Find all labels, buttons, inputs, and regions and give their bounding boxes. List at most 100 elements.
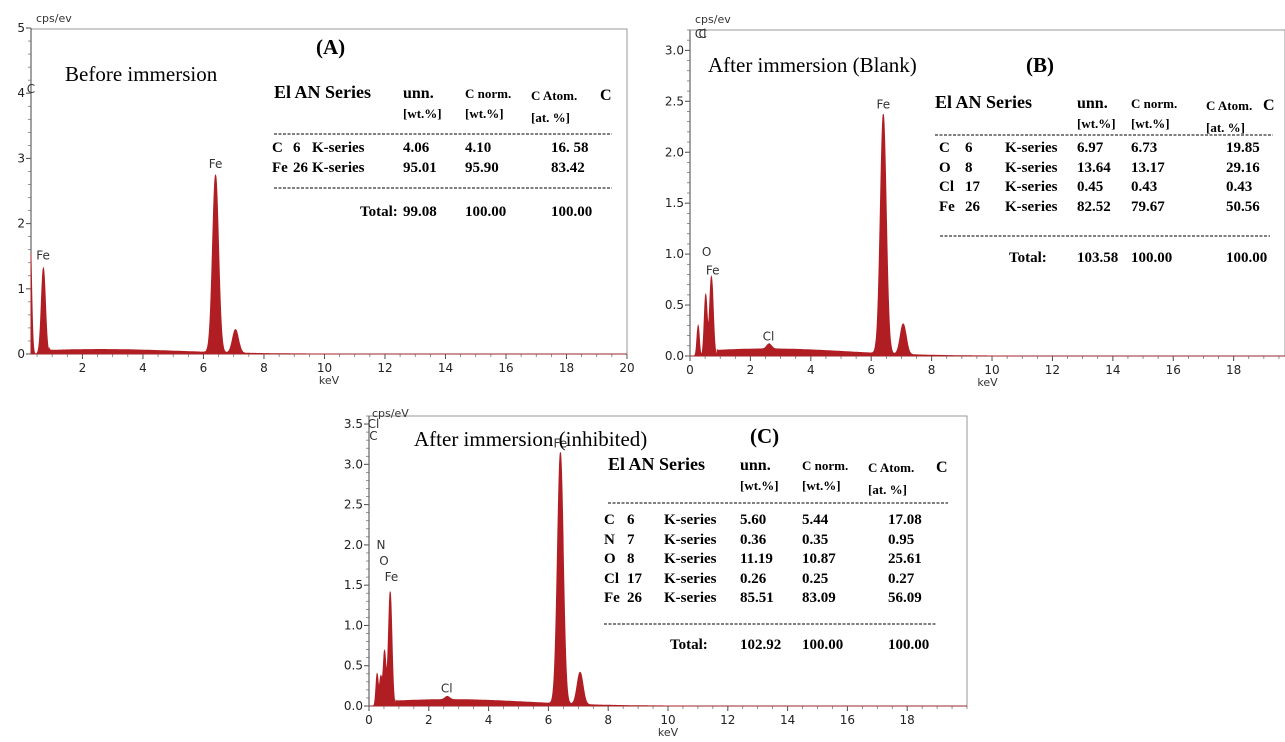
- cell-atom: 17.08: [888, 512, 922, 528]
- peak-label: Cl: [763, 330, 775, 344]
- total-norm: 100.00: [802, 637, 843, 653]
- cell-atomic-number: 26: [293, 160, 309, 176]
- panel-label: (B): [1026, 53, 1054, 77]
- x-tick-label: 12: [377, 361, 392, 375]
- x-tick-label: 12: [720, 713, 735, 727]
- peak-label: C: [369, 429, 377, 443]
- cell-norm: 6.73: [1131, 140, 1157, 156]
- cell-element: C: [272, 140, 283, 156]
- x-tick-label: 20: [619, 361, 634, 375]
- total-atom: 100.00: [551, 204, 592, 220]
- cell-atom: 0.27: [888, 571, 915, 587]
- cell-unn: 13.64: [1077, 160, 1111, 176]
- cell-atom: 0.43: [1226, 179, 1252, 195]
- table-row: C 6 K-series 5.60 5.44 17.08: [604, 512, 922, 528]
- cell-unn: 0.45: [1077, 179, 1103, 195]
- y-tick-label: 2.5: [665, 94, 684, 108]
- total-atom: 100.00: [888, 637, 929, 653]
- y-tick-label: 3.0: [344, 457, 363, 471]
- peak-label: Cl: [368, 417, 380, 431]
- cell-series: K-series: [1005, 140, 1058, 156]
- header-c-atom: C Atom.: [1206, 98, 1252, 113]
- cell-element: Fe: [272, 160, 288, 176]
- table-row: C 6 K-series 6.97 6.73 19.85: [939, 140, 1260, 156]
- cell-norm: 95.90: [465, 160, 499, 176]
- cell-element: C: [604, 512, 615, 528]
- cell-unn: 95.01: [403, 160, 437, 176]
- total-label: Total:: [360, 204, 398, 220]
- y-axis-unit: cps/ev: [695, 13, 731, 26]
- cell-atomic-number: 8: [627, 551, 635, 567]
- total-unn: 103.58: [1077, 250, 1118, 266]
- header-c-trailing: C: [936, 459, 948, 476]
- peak-label: Fe: [209, 157, 223, 171]
- header-el-an-series: El AN Series: [608, 454, 705, 474]
- cell-atomic-number: 17: [965, 179, 981, 195]
- total-label: Total:: [1009, 250, 1047, 266]
- y-tick-label: 1.0: [665, 247, 684, 261]
- cell-series: K-series: [664, 512, 717, 528]
- y-tick-label: 1.5: [665, 196, 684, 210]
- x-tick-label: 2: [425, 713, 433, 727]
- cell-norm: 4.10: [465, 140, 491, 156]
- results-table: El AN Series unn. C norm. C Atom. C [wt.%] [wt…: [272, 82, 612, 220]
- total-label: Total:: [670, 637, 708, 653]
- x-tick-label: 8: [260, 361, 268, 375]
- y-tick-label: 0.5: [665, 298, 684, 312]
- y-tick-label: 5: [17, 21, 25, 35]
- cell-unn: 5.60: [740, 512, 766, 528]
- x-tick-label: 16: [1166, 363, 1181, 377]
- x-axis-label: keV: [658, 726, 679, 739]
- table-row: O 8 K-series 11.19 10.87 25.61: [604, 551, 922, 567]
- x-tick-label: 12: [1045, 363, 1060, 377]
- x-tick-label: 14: [780, 713, 795, 727]
- cell-atom: 83.42: [551, 160, 585, 176]
- cell-norm: 5.44: [802, 512, 829, 528]
- y-tick-label: 3: [17, 151, 25, 165]
- cell-element: Fe: [939, 199, 955, 215]
- spectrum-series: [690, 114, 1285, 357]
- table-row: Fe 26 K-series 82.52 79.67 50.56: [939, 199, 1260, 215]
- y-tick-label: 0: [17, 347, 25, 361]
- cell-unn: 0.26: [740, 571, 767, 587]
- cell-series: K-series: [664, 571, 717, 587]
- x-tick-label: 10: [317, 361, 332, 375]
- y-axis-unit: cps/eV: [372, 407, 409, 420]
- header-unn: unn.: [403, 85, 434, 102]
- results-table: El AN Series unn. C norm. C Atom. C [wt.%] [wt…: [604, 454, 948, 653]
- cell-series: K-series: [664, 532, 717, 548]
- peak-label: Fe: [36, 248, 50, 262]
- spectrum-series: [369, 452, 967, 707]
- panel-label: (A): [316, 35, 345, 59]
- x-tick-label: 2: [79, 361, 87, 375]
- y-tick-label: 3.5: [344, 417, 363, 431]
- header-unn-unit: [wt.%]: [740, 478, 779, 493]
- x-tick-label: 10: [660, 713, 675, 727]
- table-row: N 7 K-series 0.36 0.35 0.95: [604, 532, 914, 548]
- peak-label: Cl: [695, 27, 707, 41]
- cell-atomic-number: 26: [965, 199, 981, 215]
- total-norm: 100.00: [1131, 250, 1172, 266]
- cell-atom: 25.61: [888, 551, 922, 567]
- cell-atom: 56.09: [888, 590, 922, 606]
- header-atom-unit: [at. %]: [531, 110, 570, 125]
- peak-label: Fe: [554, 436, 568, 450]
- y-tick-label: 2: [17, 217, 25, 231]
- eds-panel-c: 0.0 0.5 1.0 1.5 2.0 2.5 3.0 3.5 0 2 4 6 8 10 12 14 16 18 k…: [344, 407, 968, 739]
- cell-atomic-number: 6: [965, 140, 973, 156]
- x-tick-label: 18: [559, 361, 574, 375]
- cell-atom: 19.85: [1226, 140, 1260, 156]
- y-tick-label: 2.0: [344, 538, 363, 552]
- peak-label: Fe: [876, 97, 890, 111]
- peak-label: N: [376, 538, 385, 552]
- x-tick-label: 14: [438, 361, 453, 375]
- header-atom-unit: [at. %]: [1206, 120, 1245, 135]
- total-norm: 100.00: [465, 204, 506, 220]
- x-tick-label: 0: [365, 713, 373, 727]
- cell-series: K-series: [1005, 199, 1058, 215]
- header-unn: unn.: [1077, 95, 1108, 112]
- eds-panel-b: 0.0 0.5 1.0 1.5 2.0 2.5 3.0 0 2 4 6 8 10 12 14 16 18 keV c…: [665, 13, 1285, 389]
- cell-atom: 0.95: [888, 532, 914, 548]
